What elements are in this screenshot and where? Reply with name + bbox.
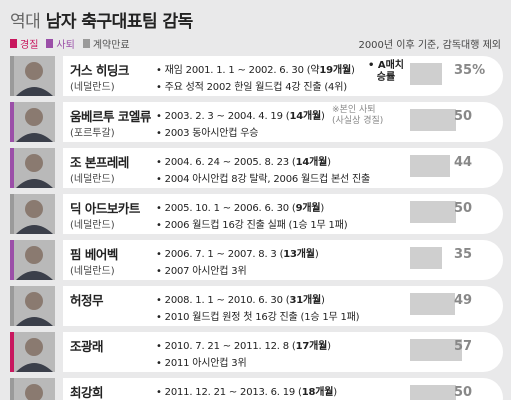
status-strip [10, 148, 14, 188]
coach-name: 움베르투 코엘류 [70, 109, 151, 124]
legend-item: 계약만료 [82, 36, 130, 51]
coach-name: 조광래 [70, 339, 104, 354]
coach-row: 허정무 • 2008. 1. 1 ~ 2010. 6. 30 (31개월) • 20… [0, 284, 511, 328]
coach-photo [14, 56, 55, 96]
record-line: • 2006 월드컵 16강 진출 실패 (1승 1무 1패) [156, 220, 348, 231]
coach-name: 핌 베어벡 [70, 247, 118, 262]
status-strip [10, 56, 14, 96]
title-main: 남자 축구대표팀 감독 [45, 12, 194, 32]
coach-row: 딕 아드보카트 (네덜란드) • 2005. 10. 1 ~ 2006. 6. 30… [0, 192, 511, 236]
win-rate-bar [410, 109, 456, 131]
tenure-line: • 재임 2001. 1. 1 ~ 2002. 6. 30 (약19개월) [156, 65, 355, 76]
coach-name: 거스 히딩크 [70, 63, 129, 78]
record-line: • 2010 월드컵 원정 첫 16강 진출 (1승 1무 1패) [156, 312, 360, 323]
win-rate-value: 50 [454, 201, 473, 216]
tenure-months: 14개월 [289, 111, 321, 122]
coach-photo [14, 102, 55, 142]
legend-item: 사퇴 [46, 36, 75, 51]
win-rate-bar [410, 63, 442, 85]
legend-label: 계약만료 [92, 40, 130, 51]
resign-note: ※본인 사퇴 (사실상 경질) [332, 105, 384, 126]
coach-row: 거스 히딩크 (네덜란드) • 재임 2001. 1. 1 ~ 2002. 6. 3… [0, 54, 511, 98]
chart-note: 2000년 이후 기준, 감독대행 제외 [358, 40, 501, 51]
page-title: 역대 남자 축구대표팀 감독 [10, 7, 193, 32]
record-line: • 2007 아시안컵 3위 [156, 266, 247, 277]
coach-photo [14, 286, 55, 326]
coach-name: 딕 아드보카트 [70, 201, 140, 216]
win-rate-value: 35% [454, 63, 486, 78]
status-strip [10, 194, 14, 234]
coach-card [63, 378, 503, 400]
legend: 경질 사퇴 계약만료 [10, 36, 130, 51]
win-rate-value: 57 [454, 339, 473, 354]
coach-row: 조광래 • 2010. 7. 21 ~ 2011. 12. 8 (17개월) • 2… [0, 330, 511, 374]
tenure-months: 13개월 [283, 249, 315, 260]
coach-row: 핌 베어벡 (네덜란드) • 2006. 7. 1 ~ 2007. 8. 3 (13… [0, 238, 511, 282]
tenure-months: 14개월 [295, 157, 328, 168]
coach-photo [14, 332, 55, 372]
win-rate-bar [410, 247, 442, 269]
tenure-line: • 2005. 10. 1 ~ 2006. 6. 30 (9개월) [156, 203, 325, 214]
tenure-months: 31개월 [289, 295, 321, 306]
status-strip [10, 102, 14, 142]
win-rate-bar [410, 339, 462, 361]
win-rate-value: 49 [454, 293, 473, 308]
legend-swatch [10, 39, 17, 48]
title-prefix: 역대 [10, 12, 41, 32]
tenure-line: • 2003. 2. 3 ~ 2004. 4. 19 (14개월) [156, 111, 325, 122]
legend-item: 경질 [10, 36, 38, 51]
coach-name: 허정무 [70, 293, 104, 308]
record-line: • 주요 성적 2002 한일 월드컵 4강 진출 (4위) [156, 82, 347, 93]
coach-row: 움베르투 코엘류 (포르투갈) • 2003. 2. 3 ~ 2004. 4. 19… [0, 100, 511, 144]
tenure-line: • 2004. 6. 24 ~ 2005. 8. 23 (14개월) [156, 157, 331, 168]
tenure-line: • 2008. 1. 1 ~ 2010. 6. 30 (31개월) [156, 295, 325, 306]
win-rate-bar [410, 385, 456, 400]
status-strip [10, 332, 14, 372]
legend-label: 경질 [20, 40, 39, 51]
win-rate-value: 50 [454, 109, 473, 124]
coach-photo [14, 194, 55, 234]
status-strip [10, 240, 14, 280]
legend-label: 사퇴 [56, 40, 75, 51]
record-line: • 2011 아시안컵 3위 [156, 358, 247, 369]
win-rate-value: 44 [454, 155, 473, 170]
coach-nationality: (포르투갈) [70, 128, 115, 139]
status-strip [10, 378, 14, 400]
win-rate-bar [410, 201, 456, 223]
win-rate-label: • A매치 승률 [368, 60, 405, 83]
coach-nationality: (네덜란드) [70, 266, 115, 277]
win-rate-value: 50 [454, 385, 473, 400]
tenure-line: • 2006. 7. 1 ~ 2007. 8. 3 (13개월) [156, 249, 319, 260]
tenure-months: 9개월 [295, 203, 321, 214]
coach-photo [14, 378, 55, 400]
coach-photo [14, 240, 55, 280]
coach-nationality: (네덜란드) [70, 82, 115, 93]
coach-nationality: (네덜란드) [70, 174, 115, 185]
tenure-months: 18개월 [301, 387, 334, 398]
status-strip [10, 286, 14, 326]
coach-photo [14, 148, 55, 188]
legend-swatch [46, 39, 54, 48]
coach-row: 조 본프레레 (네덜란드) • 2004. 6. 24 ~ 2005. 8. 23 … [0, 146, 511, 190]
record-line: • 2004 아시안컵 8강 탈락, 2006 월드컵 본선 진출 [156, 174, 370, 185]
coach-name: 조 본프레레 [70, 155, 129, 170]
legend-swatch [82, 39, 90, 48]
tenure-line: • 2011. 12. 21 ~ 2013. 6. 19 (18개월) [156, 387, 337, 398]
coach-row: 최강희 • 2011. 12. 21 ~ 2013. 6. 19 (18개월) 50 [0, 376, 511, 400]
coach-name: 최강희 [70, 385, 104, 400]
tenure-months: 17개월 [295, 341, 328, 352]
record-line: • 2003 동아시안컵 우승 [156, 128, 259, 139]
win-rate-bar [410, 155, 450, 177]
tenure-months: 19개월 [319, 65, 351, 76]
tenure-line: • 2010. 7. 21 ~ 2011. 12. 8 (17개월) [156, 341, 331, 352]
win-rate-bar [410, 293, 455, 315]
coach-nationality: (네덜란드) [70, 220, 115, 231]
win-rate-value: 35 [454, 247, 473, 262]
